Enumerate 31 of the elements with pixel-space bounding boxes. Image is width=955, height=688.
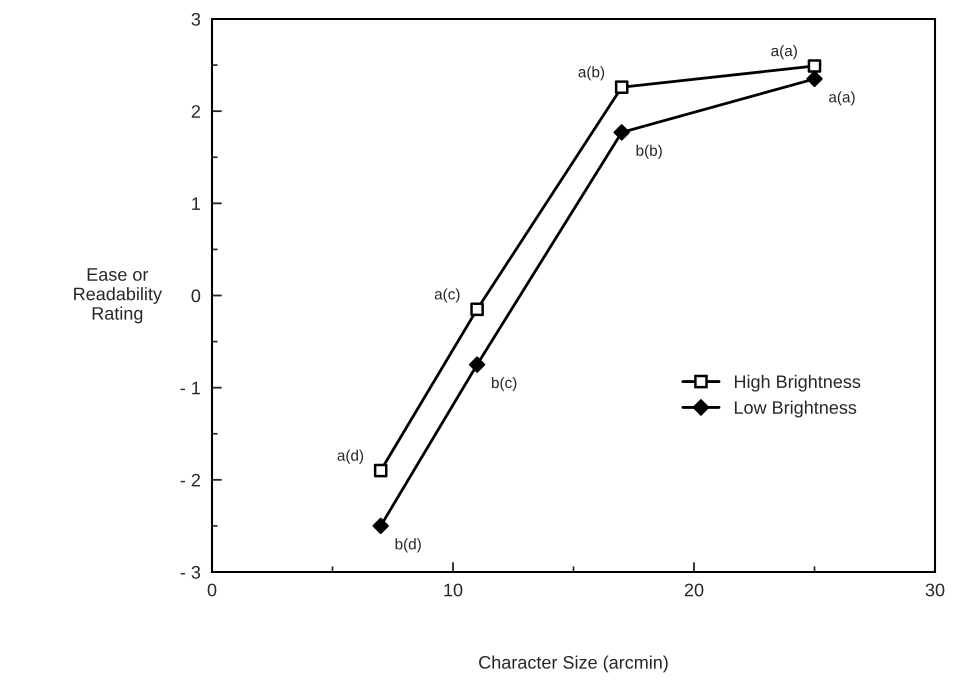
point: [374, 464, 388, 478]
x-tick-label: 30: [926, 584, 944, 596]
annotation: b(c): [492, 376, 516, 392]
annotation: a(d): [338, 450, 364, 464]
y-tick-label: - 3: [180, 566, 200, 579]
annotation: a(a): [829, 91, 855, 106]
y-tick-label: 0: [192, 289, 200, 302]
point: [614, 80, 629, 94]
point: [372, 518, 389, 534]
point: [470, 302, 484, 316]
y-axis-title: Ease or Readability Rating: [74, 268, 162, 324]
point: [806, 70, 823, 88]
point: [468, 356, 486, 373]
y-tick-label: 2: [192, 105, 200, 118]
legend-label: High Brightness: [734, 374, 860, 392]
annotation: a(c): [434, 288, 460, 303]
point: [614, 124, 630, 140]
x-tick-label: 10: [444, 584, 462, 596]
y-tick-label: - 1: [180, 382, 200, 394]
x-tick-label: 0: [208, 584, 216, 596]
x-tick-label: 20: [684, 584, 704, 596]
point: [808, 59, 822, 73]
annotation: a(b): [578, 66, 604, 80]
annotation: b(b): [636, 144, 662, 159]
y-tick-label: 1: [192, 197, 200, 210]
x-axis-title: Character Size (arcmin): [479, 656, 668, 672]
annotation: a(a): [771, 44, 797, 60]
annotation: b(d): [396, 538, 421, 552]
y-tick-label: 3: [192, 12, 200, 26]
legend-label: Low Brightness: [734, 400, 856, 418]
y-tick-label: - 2: [180, 474, 200, 486]
